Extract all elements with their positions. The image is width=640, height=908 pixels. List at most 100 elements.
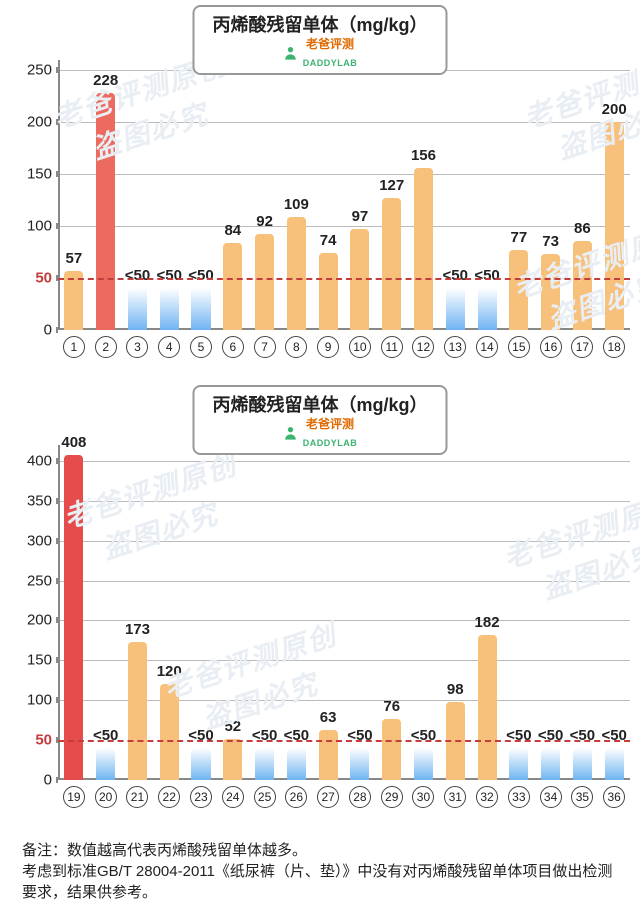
- y-tick-label: 0: [44, 322, 52, 339]
- bar-value: 228: [93, 72, 118, 89]
- x-tick: 28: [344, 786, 376, 808]
- bar-value: 173: [125, 621, 150, 638]
- bar-cell: 77: [503, 60, 535, 330]
- footnote-line2: 考虑到标准GB/T 28004-2011《纸尿裤（片、垫）》中没有对丙烯酸残留单…: [22, 861, 618, 903]
- brand: 老爸评测 DADDYLAB: [212, 415, 427, 451]
- bar: [541, 748, 560, 780]
- bar: [287, 748, 306, 780]
- circled-number: 24: [222, 786, 244, 808]
- bar-cell: 57: [58, 60, 90, 330]
- bar: [96, 748, 115, 780]
- bar-value: 182: [475, 614, 500, 631]
- bar-value: 98: [447, 681, 464, 698]
- circled-number: 22: [158, 786, 180, 808]
- x-tick: 9: [312, 336, 344, 358]
- x-tick: 30: [408, 786, 440, 808]
- chart-title-box: 丙烯酸残留单体（mg/kg） 老爸评测 DADDYLAB: [192, 385, 447, 455]
- x-tick: 36: [598, 786, 630, 808]
- bar-value: 200: [602, 101, 627, 118]
- brand-cn: 老爸评测: [306, 417, 354, 431]
- x-tick: 22: [153, 786, 185, 808]
- circled-number: 36: [603, 786, 625, 808]
- circled-number: 11: [381, 336, 403, 358]
- circled-number: 18: [603, 336, 625, 358]
- footnote-line1: 备注：数值越高代表丙烯酸残留单体越多。: [22, 840, 618, 861]
- bar: [414, 748, 433, 780]
- bar-value: 74: [320, 232, 337, 249]
- x-tick: 8: [280, 336, 312, 358]
- circled-number: 12: [412, 336, 434, 358]
- circled-number: 34: [540, 786, 562, 808]
- x-tick: 1: [58, 336, 90, 358]
- bar: [573, 748, 592, 780]
- circled-number: 14: [476, 336, 498, 358]
- x-tick: 3: [122, 336, 154, 358]
- bar: [223, 739, 242, 780]
- circled-number: 33: [508, 786, 530, 808]
- circled-number: 26: [285, 786, 307, 808]
- y-tick-label: 50: [35, 732, 52, 749]
- circled-number: 8: [285, 336, 307, 358]
- bar: [128, 642, 147, 780]
- circled-number: 5: [190, 336, 212, 358]
- bar: [319, 253, 338, 330]
- x-ticks: 192021222324252627282930313233343536: [58, 786, 630, 808]
- chart-title: 丙烯酸残留单体（mg/kg）: [212, 11, 427, 37]
- bar-cell: <50: [535, 445, 567, 780]
- y-tick-label: 150: [27, 166, 52, 183]
- circled-number: 10: [349, 336, 371, 358]
- circled-number: 17: [571, 336, 593, 358]
- plot-area: 57 228 <50 <50 <50 84 92 109 74 97: [58, 60, 630, 330]
- mascot-icon: [283, 45, 299, 61]
- circled-number: 3: [126, 336, 148, 358]
- y-axis: 050100150200250: [0, 60, 58, 330]
- bar-cell: 182: [471, 445, 503, 780]
- threshold-line: [58, 278, 630, 280]
- bar: [541, 254, 560, 330]
- x-tick: 21: [122, 786, 154, 808]
- bar: [382, 198, 401, 330]
- bar-cell: 98: [439, 445, 471, 780]
- plot-area: 408 <50 173 120 <50 52 <50 <50 63 <50: [58, 445, 630, 780]
- bar: [478, 635, 497, 780]
- y-tick-label: 250: [27, 572, 52, 589]
- circled-number: 21: [126, 786, 148, 808]
- bar: [350, 748, 369, 780]
- circled-number: 27: [317, 786, 339, 808]
- bar-value: 86: [574, 220, 591, 237]
- x-tick: 23: [185, 786, 217, 808]
- x-tick: 12: [408, 336, 440, 358]
- circled-number: 20: [95, 786, 117, 808]
- bar: [64, 455, 83, 780]
- x-tick: 14: [471, 336, 503, 358]
- x-tick: 26: [280, 786, 312, 808]
- bar-value: <50: [188, 267, 213, 284]
- bar: [573, 241, 592, 330]
- y-tick-label: 150: [27, 652, 52, 669]
- circled-number: 19: [63, 786, 85, 808]
- bar: [255, 748, 274, 780]
- x-tick: 16: [535, 336, 567, 358]
- bar-value: 156: [411, 147, 436, 164]
- x-ticks: 123456789101112131415161718: [58, 336, 630, 358]
- bar-cell: <50: [567, 445, 599, 780]
- bar-cell: 84: [217, 60, 249, 330]
- bar: [414, 168, 433, 330]
- circled-number: 6: [222, 336, 244, 358]
- y-tick-label: 50: [35, 270, 52, 287]
- circled-number: 29: [381, 786, 403, 808]
- bar: [191, 748, 210, 780]
- x-tick: 25: [249, 786, 281, 808]
- threshold-line: [58, 740, 630, 742]
- bar: [287, 217, 306, 330]
- x-tick: 13: [439, 336, 471, 358]
- bar-cell: 97: [344, 60, 376, 330]
- brand-en: DADDYLAB: [303, 58, 358, 68]
- bar-cell: <50: [503, 445, 535, 780]
- circled-number: 13: [444, 336, 466, 358]
- y-tick-label: 0: [44, 772, 52, 789]
- bar-cell: <50: [439, 60, 471, 330]
- circled-number: 16: [540, 336, 562, 358]
- circled-number: 7: [254, 336, 276, 358]
- bar-value: 120: [157, 663, 182, 680]
